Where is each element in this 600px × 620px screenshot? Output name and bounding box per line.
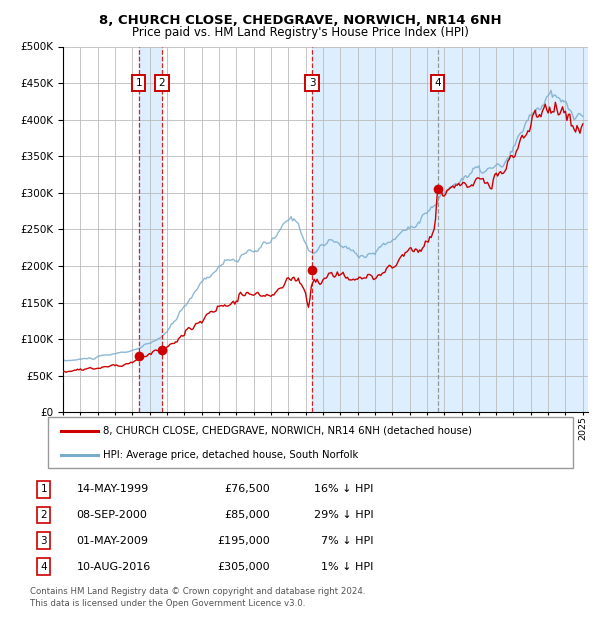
Text: 1: 1 [40,484,47,494]
Text: 8, CHURCH CLOSE, CHEDGRAVE, NORWICH, NR14 6NH (detached house): 8, CHURCH CLOSE, CHEDGRAVE, NORWICH, NR1… [103,426,472,436]
Text: £305,000: £305,000 [218,562,270,572]
Bar [437,46,588,412]
Text: £195,000: £195,000 [217,536,270,546]
Text: 7% ↓ HPI: 7% ↓ HPI [314,536,373,546]
Text: 1% ↓ HPI: 1% ↓ HPI [314,562,373,572]
Text: HPI: Average price, detached house, South Norfolk: HPI: Average price, detached house, Sout… [103,450,359,461]
Bar [312,46,437,412]
Text: 1: 1 [136,78,142,88]
Text: Price paid vs. HM Land Registry's House Price Index (HPI): Price paid vs. HM Land Registry's House … [131,26,469,39]
Text: 29% ↓ HPI: 29% ↓ HPI [314,510,374,520]
Text: 3: 3 [40,536,47,546]
Text: 2: 2 [158,78,165,88]
Text: 16% ↓ HPI: 16% ↓ HPI [314,484,373,494]
Text: 01-MAY-2009: 01-MAY-2009 [76,536,148,546]
Text: Contains HM Land Registry data © Crown copyright and database right 2024.: Contains HM Land Registry data © Crown c… [30,587,365,596]
Text: 4: 4 [40,562,47,572]
Bar [139,46,162,412]
Text: 14-MAY-1999: 14-MAY-1999 [76,484,149,494]
Text: 2: 2 [40,510,47,520]
Text: 10-AUG-2016: 10-AUG-2016 [76,562,151,572]
Text: 3: 3 [308,78,315,88]
Text: 8, CHURCH CLOSE, CHEDGRAVE, NORWICH, NR14 6NH: 8, CHURCH CLOSE, CHEDGRAVE, NORWICH, NR1… [98,14,502,27]
FancyBboxPatch shape [48,417,573,468]
Text: This data is licensed under the Open Government Licence v3.0.: This data is licensed under the Open Gov… [30,598,305,608]
Text: 4: 4 [434,78,441,88]
Text: 08-SEP-2000: 08-SEP-2000 [76,510,147,520]
Text: £76,500: £76,500 [224,484,270,494]
Text: £85,000: £85,000 [224,510,270,520]
